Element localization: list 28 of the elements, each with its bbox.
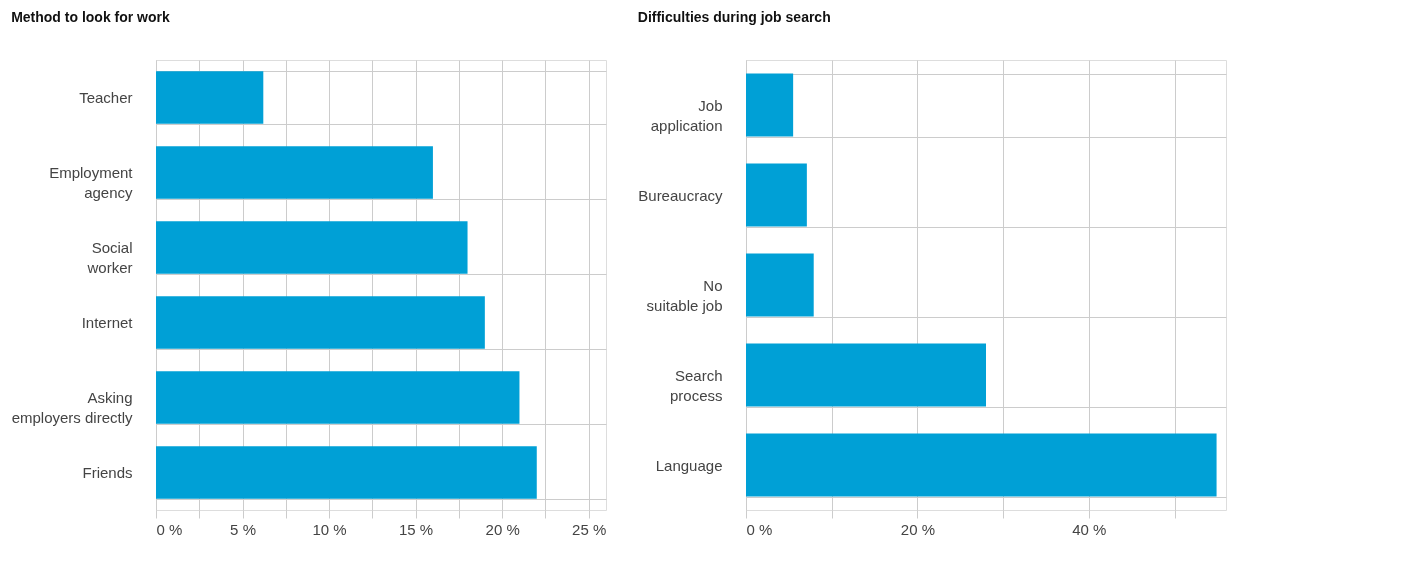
x-tick-label: 0 % <box>156 520 183 538</box>
x-tick-label: 15 % <box>399 520 434 538</box>
x-tick-label: 40 % <box>1072 520 1107 538</box>
y-tick-label: Internet <box>81 314 134 331</box>
y-tick-label: Employment agency <box>49 164 134 201</box>
bar <box>156 296 485 349</box>
x-tick-label: 20 % <box>900 520 936 538</box>
x-tick-label: 20 % <box>485 520 520 538</box>
y-tick-label: Social worker <box>86 239 133 276</box>
x-tick-label: 5 % <box>230 520 256 538</box>
x-tick-label: 0 % <box>746 520 773 538</box>
y-tick-label: Bureaucracy <box>638 186 723 204</box>
y-tick-label: Friends <box>82 464 133 481</box>
bar <box>156 446 537 499</box>
x-tick-label: 25 % <box>572 520 607 538</box>
y-tick-label: Language <box>655 456 723 474</box>
y-tick-label: Teacher <box>79 89 133 106</box>
y-tick-label: No suitable job <box>646 276 723 314</box>
bar <box>156 71 264 124</box>
y-tick-label: Job application <box>650 96 723 134</box>
x-tick-label: 10 % <box>312 520 347 538</box>
chart-title: Method to look for work <box>11 9 170 25</box>
bar <box>156 221 468 274</box>
bar <box>156 371 520 424</box>
bar <box>156 146 433 199</box>
y-tick-label: Asking employers directly <box>11 389 133 426</box>
y-tick-label: Search process <box>669 366 723 404</box>
chart-title: Difficulties during job search <box>637 9 831 25</box>
